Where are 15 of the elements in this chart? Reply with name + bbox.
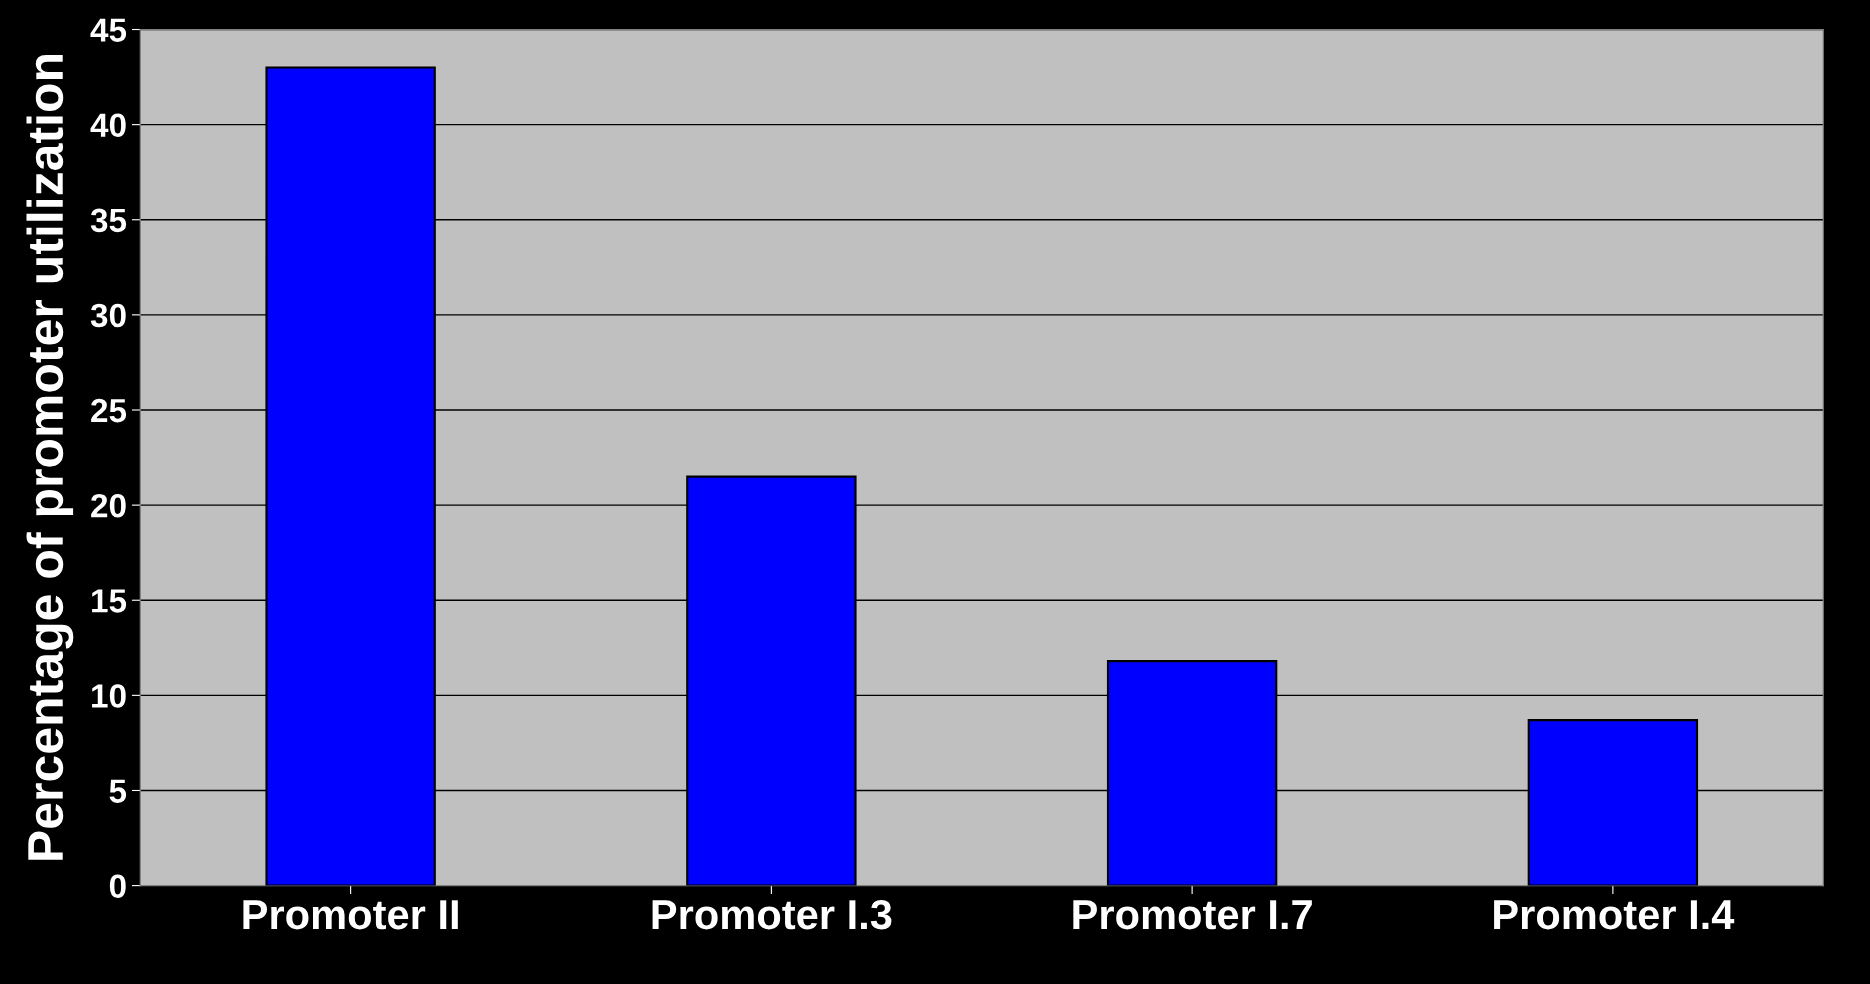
y-tick-label: 40 (90, 113, 126, 138)
y-tick-label: 35 (90, 208, 127, 233)
x-tick-label: Promoter I.4 (1494, 900, 1735, 930)
y-axis-title: Percentage of promoter utilization (26, 55, 74, 860)
x-tick-label: Promoter II (243, 900, 458, 930)
y-tick-label: 5 (109, 779, 127, 803)
y-tick-label: 25 (91, 398, 127, 423)
y-tick-label: 0 (109, 874, 126, 899)
y-tick-label: 30 (90, 303, 126, 328)
y-tick-label: 15 (92, 589, 127, 613)
x-tick-label: Promoter I.3 (652, 899, 892, 930)
y-tick-label: 45 (90, 18, 127, 42)
y-tick-label: 10 (92, 684, 126, 708)
y-tick-label: 20 (91, 493, 126, 518)
x-tick-label: Promoter I.7 (1073, 900, 1312, 930)
